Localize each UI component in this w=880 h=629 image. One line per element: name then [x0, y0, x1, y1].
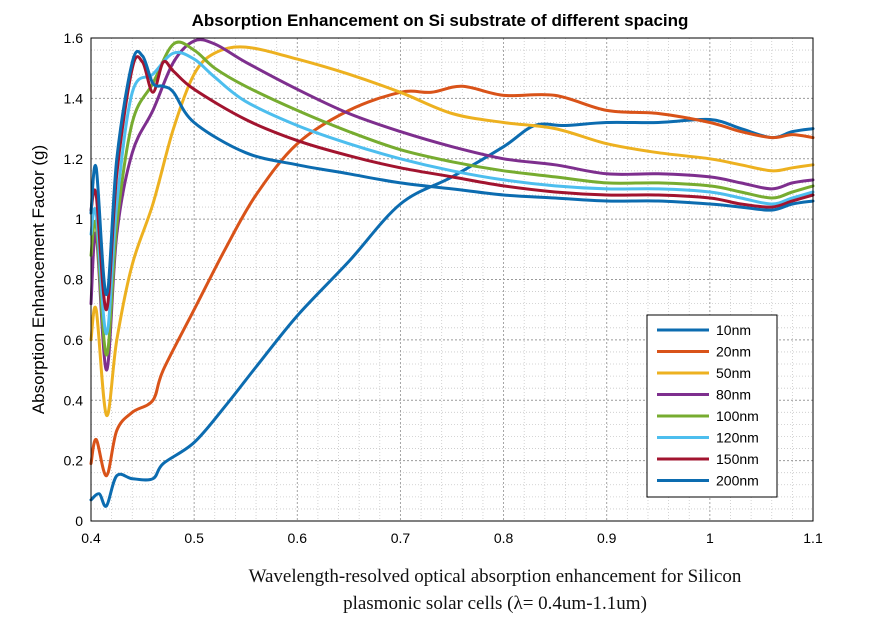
- series-line-50nm: [89, 45, 815, 417]
- x-tick-label: 1: [706, 530, 714, 546]
- series-lines: [89, 38, 815, 508]
- legend-label: 200nm: [716, 473, 759, 489]
- y-tick-label: 0.2: [64, 453, 84, 469]
- y-tick-label: 1.2: [64, 151, 84, 167]
- x-tick-label: 0.6: [288, 530, 308, 546]
- line-chart: Absorption Enhancement on Si substrate o…: [29, 11, 823, 546]
- legend-label: 100nm: [716, 408, 759, 424]
- legend-label: 20nm: [716, 344, 751, 360]
- x-tick-label: 0.9: [597, 530, 617, 546]
- plot-frame: [90, 37, 814, 522]
- legend: 10nm 20nm 50nm 80nm 100nm 120nm 150nm 200nm: [646, 314, 778, 498]
- x-axis-ticks: 0.4 0.5 0.6 0.7 0.8 0.9 1 1.1: [81, 530, 823, 546]
- y-tick-label: 1: [75, 211, 83, 227]
- series-line-100nm: [89, 40, 815, 357]
- legend-label: 150nm: [716, 451, 759, 467]
- chart-title: Absorption Enhancement on Si substrate o…: [192, 11, 689, 30]
- series-line-150nm: [89, 55, 815, 312]
- legend-box: [646, 314, 778, 498]
- figure-caption-line-1: Wavelength-resolved optical absorption e…: [248, 566, 742, 587]
- y-tick-label: 0.4: [64, 392, 84, 408]
- legend-label: 10nm: [716, 322, 751, 338]
- series-line-10nm: [89, 117, 815, 508]
- series-line-120nm: [89, 50, 815, 336]
- legend-label: 80nm: [716, 387, 751, 403]
- legend-label: 50nm: [716, 365, 751, 381]
- series-line-20nm: [89, 84, 815, 478]
- y-tick-label: 1.4: [64, 90, 84, 106]
- y-tick-label: 1.6: [64, 30, 84, 46]
- y-axis-label: Absorption Enhancement Factor (g): [29, 145, 48, 414]
- x-tick-label: 0.5: [184, 530, 204, 546]
- y-tick-label: 0.8: [64, 272, 84, 288]
- legend-label: 120nm: [716, 430, 759, 446]
- y-tick-label: 0: [75, 513, 83, 529]
- x-tick-label: 0.7: [391, 530, 411, 546]
- x-tick-label: 0.4: [81, 530, 101, 546]
- figure-caption-line-2: plasmonic solar cells (λ= 0.4um-1.1um): [343, 593, 647, 614]
- x-tick-label: 1.1: [803, 530, 823, 546]
- y-axis-ticks: 0 0.2 0.4 0.6 0.8 1 1.2 1.4 1.6: [64, 30, 84, 529]
- y-tick-label: 0.6: [64, 332, 84, 348]
- series-line-200nm: [89, 49, 815, 297]
- x-tick-label: 0.8: [494, 530, 514, 546]
